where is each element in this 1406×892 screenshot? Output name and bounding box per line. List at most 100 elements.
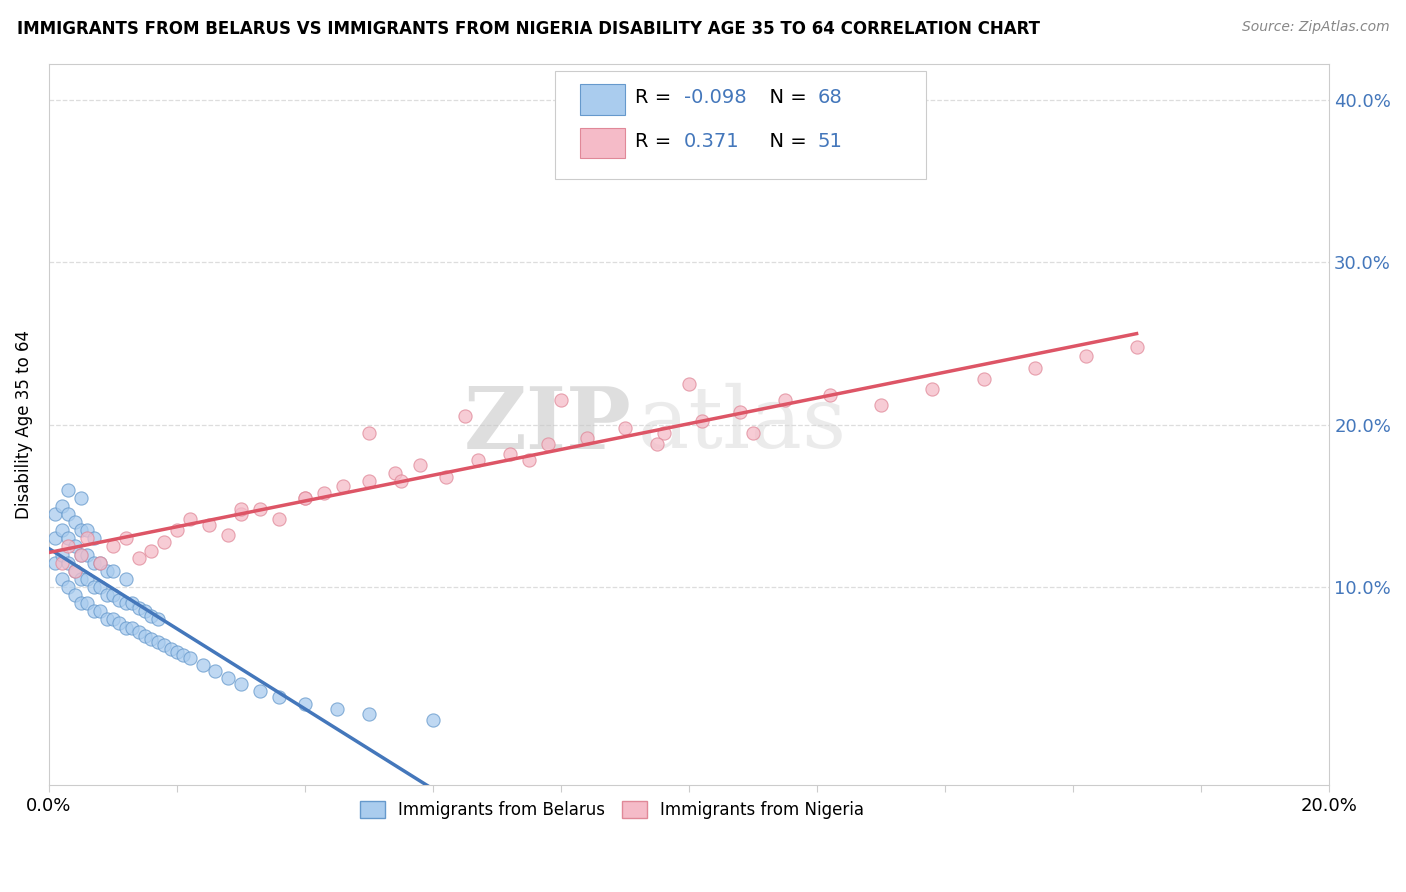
Point xyxy=(114,572,136,586)
Point xyxy=(44,531,66,545)
Point xyxy=(121,621,143,635)
Point xyxy=(108,615,131,630)
Point xyxy=(645,437,668,451)
Point xyxy=(114,621,136,635)
FancyBboxPatch shape xyxy=(581,128,626,158)
Point xyxy=(550,393,572,408)
Point xyxy=(217,671,239,685)
Point xyxy=(44,507,66,521)
Point xyxy=(517,453,540,467)
Point xyxy=(614,421,637,435)
Point xyxy=(70,572,93,586)
Point xyxy=(159,641,181,656)
Point xyxy=(467,453,489,467)
FancyBboxPatch shape xyxy=(581,84,626,114)
Text: IMMIGRANTS FROM BELARUS VS IMMIGRANTS FROM NIGERIA DISABILITY AGE 35 TO 64 CORRE: IMMIGRANTS FROM BELARUS VS IMMIGRANTS FR… xyxy=(17,20,1040,37)
Point xyxy=(128,625,150,640)
Point xyxy=(191,657,214,672)
Point xyxy=(51,499,73,513)
Point xyxy=(63,588,86,602)
Point xyxy=(172,648,194,663)
Text: Source: ZipAtlas.com: Source: ZipAtlas.com xyxy=(1241,20,1389,34)
Point xyxy=(51,556,73,570)
Text: N =: N = xyxy=(756,132,813,151)
Point xyxy=(153,534,176,549)
Point xyxy=(56,540,79,554)
Point xyxy=(141,544,163,558)
Point xyxy=(217,528,239,542)
Point xyxy=(454,409,477,424)
Point xyxy=(166,523,188,537)
Point xyxy=(652,425,675,440)
Point xyxy=(973,372,995,386)
Point xyxy=(575,431,598,445)
Point xyxy=(63,564,86,578)
Point xyxy=(179,651,201,665)
Point xyxy=(51,548,73,562)
Point xyxy=(108,593,131,607)
Point xyxy=(83,531,105,545)
Point xyxy=(314,485,336,500)
Point xyxy=(89,556,111,570)
Point xyxy=(101,564,124,578)
Point xyxy=(51,572,73,586)
Point xyxy=(96,588,118,602)
Point xyxy=(134,604,156,618)
Point xyxy=(128,601,150,615)
Point xyxy=(128,550,150,565)
Point xyxy=(870,398,893,412)
Point xyxy=(96,564,118,578)
Point xyxy=(101,540,124,554)
Point xyxy=(269,690,291,705)
Point xyxy=(70,491,93,505)
Point xyxy=(357,706,380,721)
Point xyxy=(63,564,86,578)
Point xyxy=(229,677,252,691)
Point xyxy=(409,458,432,473)
Text: 0.371: 0.371 xyxy=(683,132,740,151)
Point xyxy=(773,393,796,408)
Point xyxy=(690,414,713,428)
Point xyxy=(153,639,176,653)
Point xyxy=(56,531,79,545)
Point xyxy=(56,556,79,570)
Point xyxy=(384,467,406,481)
Point xyxy=(134,629,156,643)
Point xyxy=(146,635,169,649)
Point xyxy=(357,475,380,489)
Point xyxy=(44,556,66,570)
Point xyxy=(83,556,105,570)
Point xyxy=(51,523,73,537)
Point xyxy=(76,548,98,562)
Point xyxy=(89,580,111,594)
Point xyxy=(70,523,93,537)
FancyBboxPatch shape xyxy=(555,71,927,179)
Point xyxy=(357,425,380,440)
Point xyxy=(294,491,316,505)
Point xyxy=(537,437,560,451)
Point xyxy=(114,596,136,610)
Point xyxy=(101,612,124,626)
Point xyxy=(76,596,98,610)
Point xyxy=(141,632,163,646)
Point xyxy=(249,684,271,698)
Point xyxy=(146,612,169,626)
Point xyxy=(83,580,105,594)
Point xyxy=(499,447,522,461)
Point xyxy=(229,507,252,521)
Point xyxy=(332,479,354,493)
Text: 68: 68 xyxy=(817,88,842,107)
Point xyxy=(921,382,943,396)
Point xyxy=(294,491,316,505)
Text: atlas: atlas xyxy=(638,383,846,467)
Text: 51: 51 xyxy=(817,132,842,151)
Point xyxy=(96,612,118,626)
Point xyxy=(166,645,188,659)
Point xyxy=(70,548,93,562)
Point xyxy=(121,596,143,610)
Point xyxy=(56,580,79,594)
Point xyxy=(56,483,79,497)
Point xyxy=(70,596,93,610)
Point xyxy=(678,376,700,391)
Point xyxy=(1024,360,1046,375)
